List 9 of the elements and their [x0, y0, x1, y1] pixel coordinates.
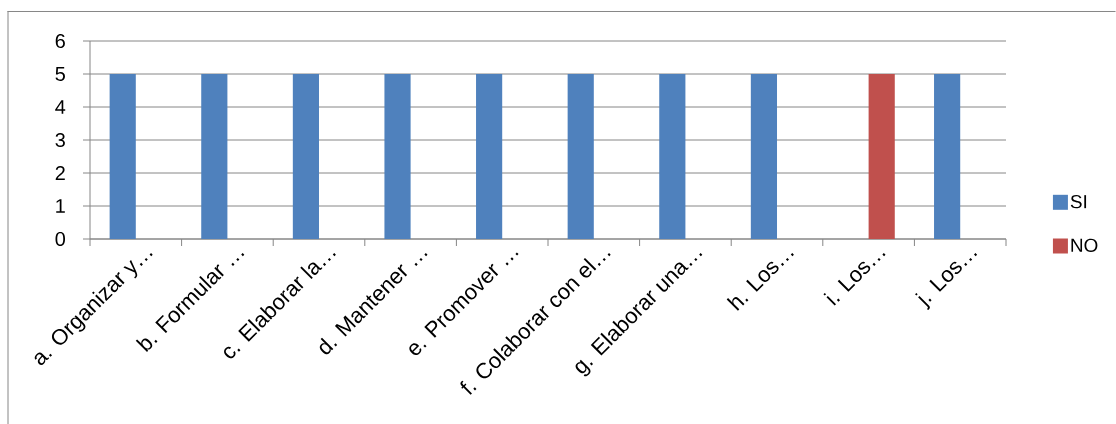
y-tick-label: 1 — [56, 199, 65, 213]
y-tick-label: 3 — [55, 132, 65, 148]
legend-label: NO — [1071, 238, 1098, 253]
y-tick-label: 6 — [55, 33, 65, 49]
legend-label: SI — [1070, 194, 1087, 209]
y-tick-label: 5 — [55, 67, 65, 81]
y-tick-label: 0 — [55, 231, 66, 247]
y-tick-label: 2 — [55, 166, 65, 180]
y-tick-label: 4 — [55, 100, 66, 114]
